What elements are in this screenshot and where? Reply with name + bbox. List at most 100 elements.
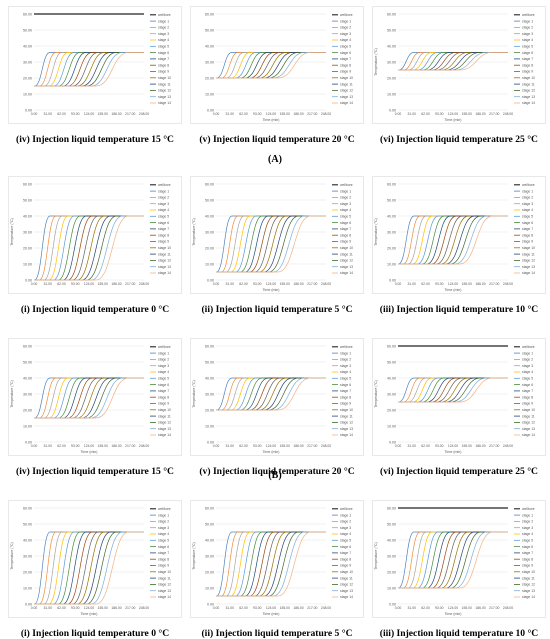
y-tick-label: 40.00 <box>23 45 32 49</box>
x-tick-label: 155.00 <box>280 606 290 610</box>
y-tick-label: 0.00 <box>389 109 396 113</box>
x-tick-label: 31.00 <box>408 444 417 448</box>
legend-label: stage 2 <box>340 26 351 30</box>
x-axis-title: Time (min) <box>444 450 461 454</box>
y-tick-label: 30.00 <box>387 231 396 235</box>
x-tick-label: 62.00 <box>239 444 248 448</box>
legend-label: stage 7 <box>522 389 533 393</box>
x-tick-label: 248.00 <box>321 444 331 448</box>
x-tick-label: 124.00 <box>266 112 276 116</box>
y-tick-label: 60.00 <box>387 183 396 187</box>
x-tick-label: 155.00 <box>280 112 290 116</box>
legend-label: stage 13 <box>522 95 535 99</box>
legend-label: stage 8 <box>522 63 533 67</box>
x-tick-label: 31.00 <box>44 112 53 116</box>
y-tick-label: 40.00 <box>387 539 396 543</box>
x-tick-label: 93.00 <box>253 606 262 610</box>
legend-label: stage 1 <box>340 351 351 355</box>
legend-label: stage 13 <box>522 265 535 269</box>
x-tick-label: 155.00 <box>98 282 108 286</box>
legend-label: stage 10 <box>340 246 353 250</box>
legend-label: wellbore <box>158 13 171 17</box>
x-axis-title: Time (min) <box>444 612 461 616</box>
legend-label: wellbore <box>158 183 171 187</box>
legend-label: stage 7 <box>158 551 169 555</box>
legend-label: stage 3 <box>522 364 533 368</box>
legend-label: stage 8 <box>340 233 351 237</box>
y-tick-label: 0.00 <box>207 603 214 607</box>
y-tick-label: 60.00 <box>387 345 396 349</box>
legend-label: stage 12 <box>522 583 535 587</box>
legend-label: stage 7 <box>158 227 169 231</box>
legend-label: wellbore <box>340 345 353 349</box>
legend-label: stage 14 <box>340 433 353 437</box>
legend-label: stage 6 <box>522 221 533 225</box>
series-line-stage-14 <box>398 377 508 403</box>
series-line-stage-10 <box>398 531 508 589</box>
y-tick-label: 30.00 <box>205 61 214 65</box>
x-tick-label: 0.00 <box>395 112 402 116</box>
chart: 0.00 10.00 20.00 30.00 40.00 50.00 60.00 0.00 31… <box>372 338 546 456</box>
legend-label: stage 9 <box>340 564 351 568</box>
y-tick-label: 60.00 <box>205 507 214 511</box>
legend-label: stage 4 <box>158 208 169 212</box>
series-line-stage-11 <box>398 531 508 589</box>
legend-label: stage 1 <box>158 189 169 193</box>
x-tick-label: 124.00 <box>84 282 94 286</box>
legend-label: stage 8 <box>522 233 533 237</box>
series-line-stage-12 <box>398 531 508 589</box>
x-tick-label: 155.00 <box>280 444 290 448</box>
x-tick-label: 93.00 <box>253 282 262 286</box>
x-tick-label: 93.00 <box>253 444 262 448</box>
y-tick-label: 60.00 <box>23 507 32 511</box>
x-tick-label: 124.00 <box>84 444 94 448</box>
legend-label: stage 7 <box>340 389 351 393</box>
x-tick-label: 31.00 <box>226 112 235 116</box>
y-tick-label: 0.00 <box>25 279 32 283</box>
x-tick-label: 124.00 <box>266 606 276 610</box>
x-tick-label: 62.00 <box>421 606 430 610</box>
y-tick-label: 0.00 <box>25 109 32 113</box>
chart-panel: 0.00 10.00 20.00 30.00 40.00 50.00 60.00 0.00 31… <box>190 6 364 124</box>
y-tick-label: 60.00 <box>205 345 214 349</box>
legend-label: stage 1 <box>158 19 169 23</box>
x-tick-label: 0.00 <box>395 282 402 286</box>
y-tick-label: 10.00 <box>387 587 396 591</box>
panel-caption: (iii) Injection liquid temperature 10 °C <box>379 304 539 315</box>
y-tick-label: 10.00 <box>387 425 396 429</box>
legend-label: stage 13 <box>158 95 171 99</box>
x-tick-label: 93.00 <box>435 112 444 116</box>
x-tick-label: 155.00 <box>462 606 472 610</box>
x-tick-label: 186.00 <box>293 606 303 610</box>
x-tick-label: 217.00 <box>307 282 317 286</box>
y-tick-label: 50.00 <box>387 29 396 33</box>
series-line-stage-13 <box>398 531 508 589</box>
legend-label: stage 12 <box>158 583 171 587</box>
legend-label: wellbore <box>340 507 353 511</box>
x-tick-label: 217.00 <box>307 606 317 610</box>
chart: 0.00 10.00 20.00 30.00 40.00 50.00 60.00 0.00 31… <box>8 6 182 124</box>
panel-caption: (v) Injection liquid temperature 20 °C <box>199 466 355 477</box>
legend-label: stage 2 <box>158 26 169 30</box>
legend-label: stage 13 <box>340 265 353 269</box>
chart-panel: 0.00 10.00 20.00 30.00 40.00 50.00 60.00 0.00 31… <box>8 176 182 294</box>
series-line-stage-1 <box>34 531 144 605</box>
x-tick-label: 0.00 <box>395 444 402 448</box>
y-tick-label: 40.00 <box>387 377 396 381</box>
legend-label: stage 8 <box>340 395 351 399</box>
y-tick-label: 30.00 <box>205 555 214 559</box>
chart-panel: 0.00 10.00 20.00 30.00 40.00 50.00 60.00 0.00 31… <box>372 338 546 456</box>
chart-panel: 0.00 10.00 20.00 30.00 40.00 50.00 60.00 0.00 31… <box>372 176 546 294</box>
legend-label: stage 13 <box>340 95 353 99</box>
x-tick-label: 248.00 <box>139 444 149 448</box>
x-tick-label: 62.00 <box>421 444 430 448</box>
legend-label: stage 11 <box>340 576 353 580</box>
legend-label: stage 11 <box>522 576 535 580</box>
panel-caption: (ii) Injection liquid temperature 5 °C <box>201 304 353 315</box>
legend-label: stage 4 <box>158 370 169 374</box>
legend-label: stage 7 <box>158 389 169 393</box>
y-tick-label: 20.00 <box>387 409 396 413</box>
x-tick-label: 62.00 <box>239 112 248 116</box>
legend-label: stage 8 <box>522 395 533 399</box>
legend-label: stage 2 <box>522 196 533 200</box>
